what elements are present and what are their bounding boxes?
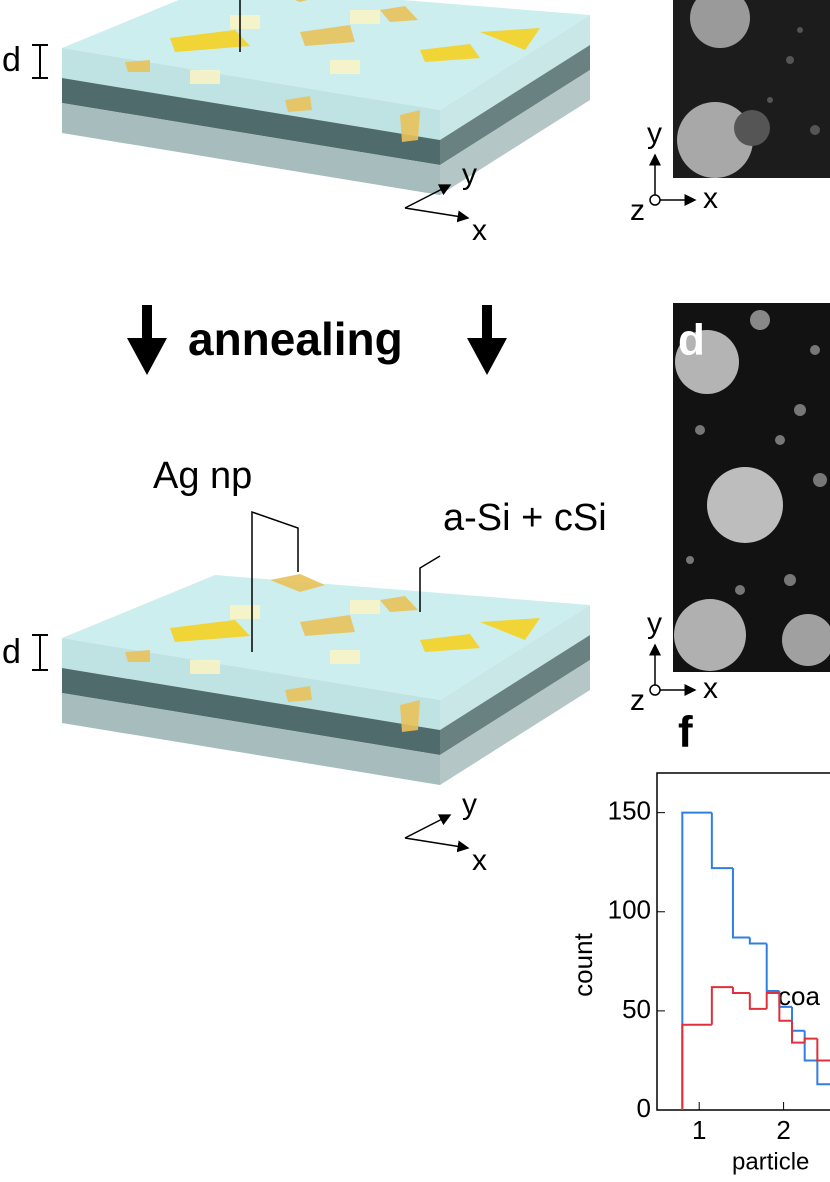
particle	[230, 605, 260, 619]
slab-side	[62, 668, 440, 755]
particle	[400, 110, 420, 142]
histogram-step	[748, 993, 767, 1010]
slab-side	[62, 103, 440, 195]
thickness-label: d	[2, 41, 21, 79]
axis-frame	[656, 772, 830, 1111]
x-tick-label: 2	[776, 1115, 790, 1145]
particle	[125, 60, 150, 72]
sem-axes	[649, 153, 697, 696]
histogram-step	[765, 992, 780, 1009]
axis-label: z	[630, 684, 645, 717]
annealing-arrows	[127, 305, 507, 375]
histogram: 0 50 100 150 1 2 count particle coa	[568, 772, 830, 1175]
particle	[350, 10, 380, 24]
axis-label: y	[647, 117, 662, 150]
particle	[125, 650, 150, 662]
slab-side	[62, 638, 440, 730]
y-tick-label: 50	[622, 994, 651, 1024]
particle	[330, 60, 360, 74]
axis-label: y	[462, 788, 477, 821]
particle	[350, 600, 380, 614]
particle	[170, 620, 250, 642]
histogram-step	[803, 1030, 818, 1062]
slab-side	[440, 45, 590, 165]
histogram-step	[710, 812, 733, 870]
histogram-step	[778, 993, 793, 1022]
particle	[285, 96, 312, 112]
axis-label: y	[462, 158, 477, 191]
histogram-step	[765, 943, 780, 993]
particle	[300, 615, 355, 636]
axis-label: z	[630, 194, 645, 227]
histogram-step	[681, 811, 712, 1110]
histogram-step	[731, 868, 750, 939]
axis-label: x	[703, 672, 718, 705]
slab-top	[62, 0, 590, 110]
histogram-step	[681, 1023, 712, 1110]
axis-label: x	[703, 182, 718, 215]
particle	[170, 30, 250, 52]
slab-side	[440, 605, 590, 730]
histogram-step	[748, 937, 767, 945]
axis-label: x	[472, 844, 487, 877]
annealing-label: annealing	[188, 313, 403, 365]
annotation: coa	[778, 981, 820, 1011]
particle	[480, 28, 540, 50]
sem-bottom	[673, 303, 830, 672]
y-tick-label: 100	[608, 895, 651, 925]
particle	[420, 634, 480, 652]
particle	[300, 25, 355, 46]
axis-label: y	[647, 607, 662, 640]
thickness-label: d	[2, 633, 21, 671]
y-tick-label: 150	[608, 796, 651, 826]
particle	[420, 44, 480, 62]
y-tick-label: 0	[637, 1093, 651, 1123]
histogram-step	[816, 1060, 830, 1086]
particle	[190, 70, 220, 84]
particle	[380, 6, 418, 22]
slab-side	[440, 70, 590, 195]
histogram-step	[803, 1037, 818, 1043]
slab-side	[440, 635, 590, 755]
slab-side	[62, 48, 440, 140]
particle	[480, 618, 540, 640]
slab-top	[62, 575, 590, 700]
sem-top	[673, 0, 830, 178]
particle	[285, 686, 312, 702]
schematics	[62, 0, 590, 785]
x-axis-label: particle	[732, 1148, 809, 1175]
particle	[190, 660, 220, 674]
particle	[330, 650, 360, 664]
panel-label: d	[678, 316, 705, 365]
np-label: Ag np	[153, 455, 252, 497]
particle	[230, 15, 260, 29]
histogram-step	[816, 1038, 830, 1062]
slab-side	[62, 78, 440, 165]
particle	[270, 574, 325, 592]
histogram-step	[791, 1020, 805, 1044]
leader-lines	[239, 0, 441, 652]
particle	[295, 0, 308, 2]
panel-label: f	[678, 708, 693, 757]
particle	[380, 596, 418, 612]
slab-side	[62, 693, 440, 785]
thickness-brackets	[32, 44, 48, 671]
particle	[400, 700, 420, 732]
layer-label: a-Si + cSi	[443, 497, 607, 539]
histogram-step	[731, 987, 750, 995]
schematic-axes	[404, 184, 470, 853]
histogram-step	[710, 986, 733, 1025]
y-axis-label: count	[568, 932, 598, 996]
slab-side	[440, 15, 590, 140]
axis-label: x	[472, 214, 487, 247]
slab-side	[440, 660, 590, 785]
x-tick-label: 1	[692, 1115, 706, 1145]
